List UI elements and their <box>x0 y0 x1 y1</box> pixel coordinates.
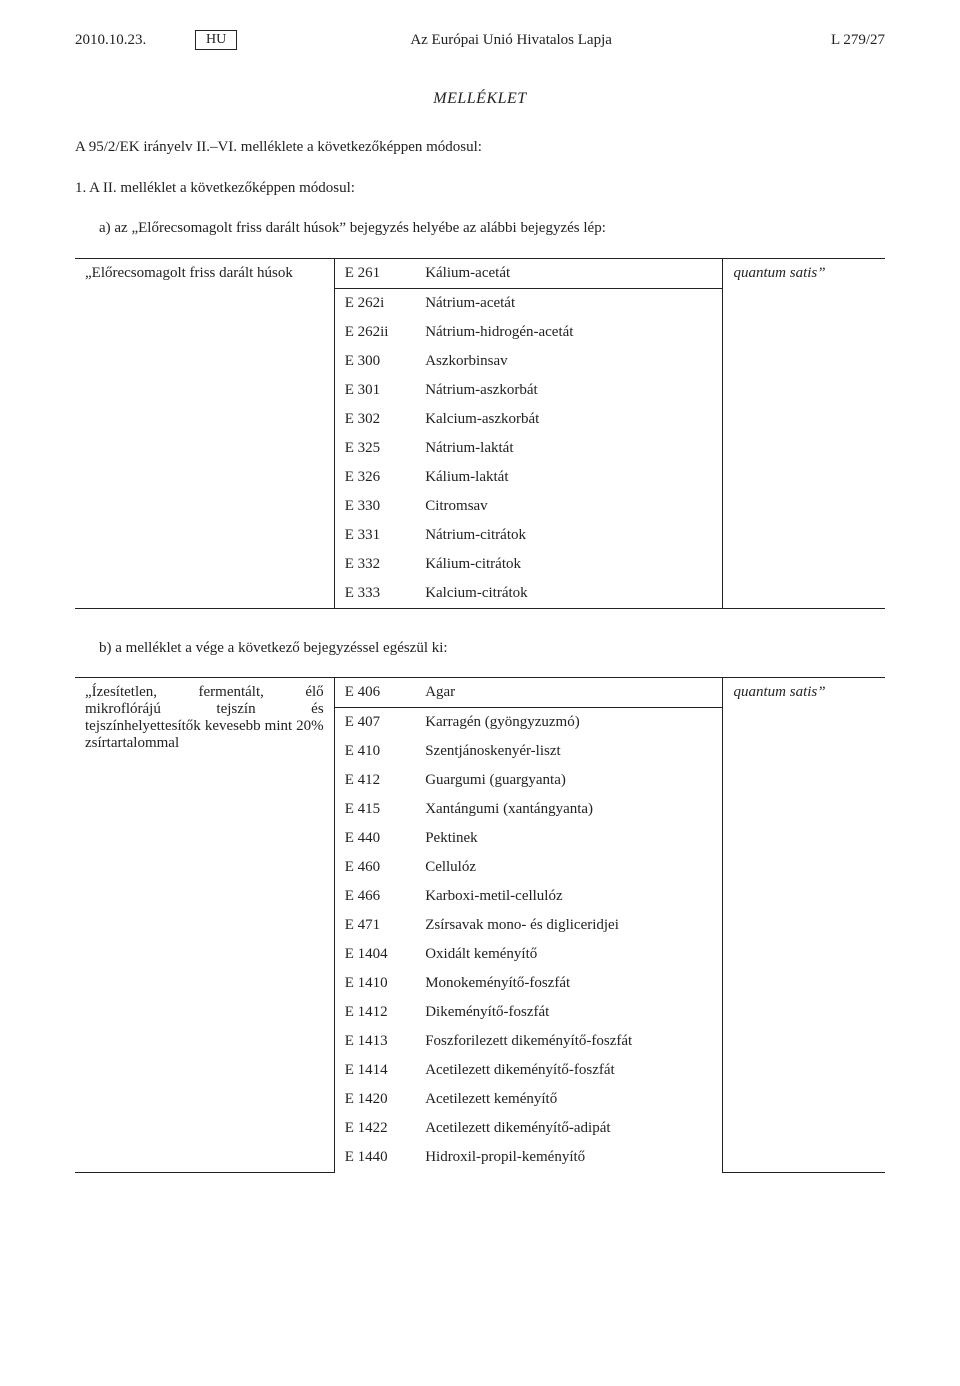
e-code-cell: E 407 <box>334 708 415 738</box>
substance-name-cell: Kalcium-citrátok <box>415 579 723 609</box>
substance-name-cell: Pektinek <box>415 824 723 853</box>
substance-name-cell: Aszkorbinsav <box>415 347 723 376</box>
e-code-cell: E 1414 <box>334 1056 415 1085</box>
substance-name-cell: Acetilezett keményítő <box>415 1085 723 1114</box>
e-code-cell: E 460 <box>334 853 415 882</box>
e-code-cell: E 471 <box>334 911 415 940</box>
substance-name-cell: Karboxi-metil-cellulóz <box>415 882 723 911</box>
e-code-cell: E 300 <box>334 347 415 376</box>
substance-name-cell: Nátrium-acetát <box>415 288 723 318</box>
e-code-cell: E 466 <box>334 882 415 911</box>
additives-table-a: „Előrecsomagolt friss darált húsokE 261K… <box>75 258 885 609</box>
substance-name-cell: Acetilezett dikeményítő-adipát <box>415 1114 723 1143</box>
e-code-cell: E 1404 <box>334 940 415 969</box>
substance-name-cell: Guargumi (guargyanta) <box>415 766 723 795</box>
e-code-cell: E 1412 <box>334 998 415 1027</box>
limit-cell: quantum satis” <box>723 678 885 1173</box>
substance-name-cell: Szentjánoskenyér-liszt <box>415 737 723 766</box>
substance-name-cell: Hidroxil-propil-keményítő <box>415 1143 723 1172</box>
page-header: 2010.10.23. HU Az Európai Unió Hivatalos… <box>75 30 885 50</box>
substance-name-cell: Kálium-laktát <box>415 463 723 492</box>
substance-name-cell: Nátrium-citrátok <box>415 521 723 550</box>
substance-name-cell: Cellulóz <box>415 853 723 882</box>
substance-name-cell: Nátrium-laktát <box>415 434 723 463</box>
e-code-cell: E 410 <box>334 737 415 766</box>
e-code-cell: E 332 <box>334 550 415 579</box>
substance-name-cell: Zsírsavak mono- és digliceridjei <box>415 911 723 940</box>
substance-name-cell: Foszforilezett dikeményítő-foszfát <box>415 1027 723 1056</box>
substance-name-cell: Agar <box>415 678 723 708</box>
header-language-badge: HU <box>195 30 237 50</box>
substance-name-cell: Monokeményítő-foszfát <box>415 969 723 998</box>
table-row: „Előrecsomagolt friss darált húsokE 261K… <box>75 258 885 288</box>
e-code-cell: E 261 <box>334 258 415 288</box>
e-code-cell: E 1413 <box>334 1027 415 1056</box>
e-code-cell: E 262i <box>334 288 415 318</box>
e-code-cell: E 330 <box>334 492 415 521</box>
header-date: 2010.10.23. <box>75 32 195 49</box>
substance-name-cell: Kalcium-aszkorbát <box>415 405 723 434</box>
list-item-1: 1. A II. melléklet a következőképpen mód… <box>75 177 885 200</box>
e-code-cell: E 262ii <box>334 318 415 347</box>
page: 2010.10.23. HU Az Európai Unió Hivatalos… <box>0 0 960 1386</box>
additives-table-b: „Ízesítetlen, fermentált, élő mikroflórá… <box>75 677 885 1173</box>
e-code-cell: E 1410 <box>334 969 415 998</box>
substance-name-cell: Nátrium-aszkorbát <box>415 376 723 405</box>
e-code-cell: E 325 <box>334 434 415 463</box>
header-journal-title: Az Európai Unió Hivatalos Lapja <box>257 32 765 49</box>
e-code-cell: E 440 <box>334 824 415 853</box>
category-cell: „Ízesítetlen, fermentált, élő mikroflórá… <box>75 678 334 1173</box>
e-code-cell: E 1440 <box>334 1143 415 1172</box>
limit-cell: quantum satis” <box>723 258 885 608</box>
e-code-cell: E 302 <box>334 405 415 434</box>
substance-name-cell: Dikeményítő-foszfát <box>415 998 723 1027</box>
list-item-1b: b) a melléklet a vége a következő bejegy… <box>75 637 885 660</box>
e-code-cell: E 1422 <box>334 1114 415 1143</box>
substance-name-cell: Oxidált keményítő <box>415 940 723 969</box>
substance-name-cell: Kálium-citrátok <box>415 550 723 579</box>
substance-name-cell: Karragén (gyöngyzuzmó) <box>415 708 723 738</box>
list-item-1a: a) az „Előrecsomagolt friss darált húsok… <box>75 217 885 240</box>
substance-name-cell: Acetilezett dikeményítő-foszfát <box>415 1056 723 1085</box>
e-code-cell: E 331 <box>334 521 415 550</box>
e-code-cell: E 333 <box>334 579 415 609</box>
e-code-cell: E 406 <box>334 678 415 708</box>
substance-name-cell: Citromsav <box>415 492 723 521</box>
e-code-cell: E 1420 <box>334 1085 415 1114</box>
substance-name-cell: Xantángumi (xantángyanta) <box>415 795 723 824</box>
category-cell: „Előrecsomagolt friss darált húsok <box>75 258 334 608</box>
table-row: „Ízesítetlen, fermentált, élő mikroflórá… <box>75 678 885 708</box>
intro-paragraph: A 95/2/EK irányelv II.–VI. melléklete a … <box>75 136 885 159</box>
annex-title: MELLÉKLET <box>75 90 885 108</box>
e-code-cell: E 415 <box>334 795 415 824</box>
substance-name-cell: Kálium-acetát <box>415 258 723 288</box>
substance-name-cell: Nátrium-hidrogén-acetát <box>415 318 723 347</box>
e-code-cell: E 326 <box>334 463 415 492</box>
e-code-cell: E 301 <box>334 376 415 405</box>
e-code-cell: E 412 <box>334 766 415 795</box>
header-page-ref: L 279/27 <box>765 32 885 49</box>
